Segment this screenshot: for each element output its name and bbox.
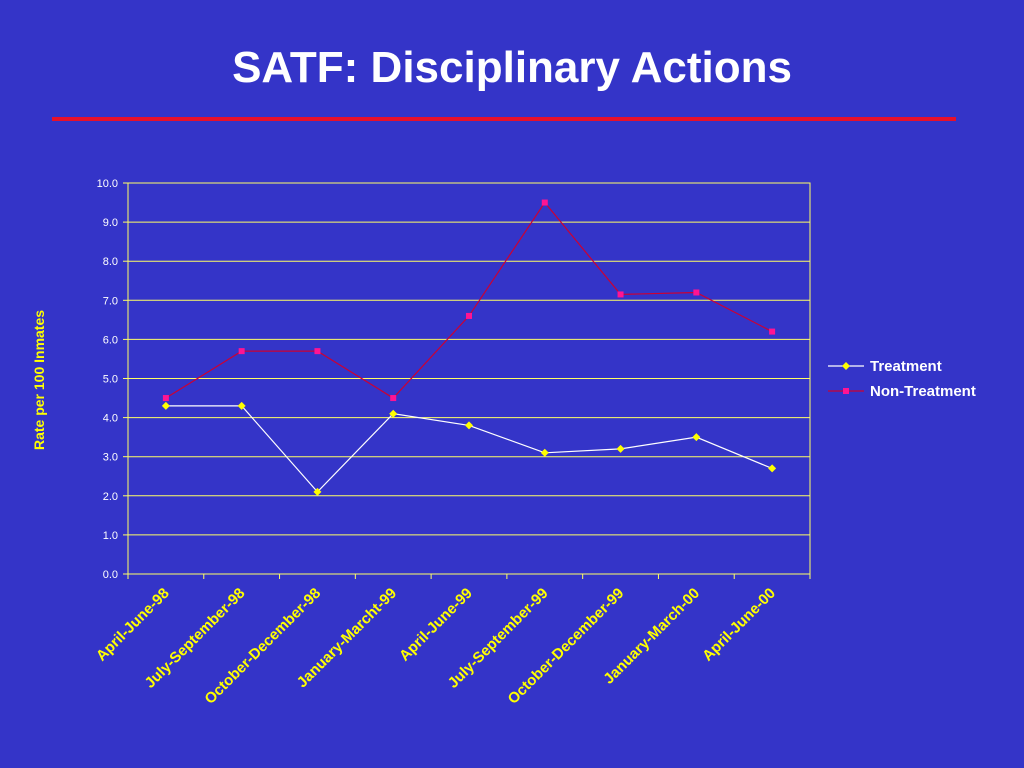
data-point-non-treatment [314, 348, 321, 355]
grid-lines [128, 182, 810, 575]
x-tick-label: April-June-98 [93, 585, 173, 665]
y-tick-label: 1.0 [103, 530, 118, 542]
data-point-non-treatment [162, 395, 169, 402]
x-tick-label: April-June-99 [396, 585, 476, 665]
legend-marker [842, 362, 850, 370]
series-line-treatment [165, 405, 773, 493]
title-divider [52, 117, 956, 121]
y-tick-label: 8.0 [103, 256, 118, 268]
y-tick-label: 9.0 [103, 217, 118, 229]
legend-item-non-treatment: Non-Treatment [828, 383, 976, 400]
y-tick-label: 10.0 [97, 178, 118, 190]
legend: Treatment Non-Treatment [828, 358, 976, 400]
y-tick-label: 7.0 [103, 295, 118, 307]
legend-label: Treatment [870, 358, 942, 375]
data-point-treatment [465, 421, 473, 430]
data-point-treatment [540, 448, 549, 457]
y-tick-label: 4.0 [103, 413, 118, 425]
data-point-non-treatment [693, 289, 700, 296]
y-axis-ticks: 0.0 1.0 2.0 3.0 4.0 5.0 6.0 7.0 8.0 9.0 10.0 [97, 178, 128, 581]
y-tick-label: 5.0 [103, 374, 118, 386]
series-treatment [161, 401, 777, 496]
legend-label: Non-Treatment [870, 383, 976, 400]
data-point-treatment [692, 433, 701, 442]
y-tick-label: 2.0 [103, 491, 118, 503]
x-tick-label: April-June-00 [699, 585, 779, 665]
y-axis-title: Rate per 100 Inmates [31, 310, 47, 450]
data-point-treatment [389, 409, 398, 418]
data-point-non-treatment [617, 291, 624, 298]
data-point-treatment [161, 401, 170, 410]
data-point-non-treatment [238, 348, 245, 355]
data-point-non-treatment [769, 328, 776, 335]
data-point-treatment [768, 464, 777, 473]
x-axis-ticks: April-June-98July-September-98October-De… [93, 574, 811, 708]
data-point-treatment [237, 401, 246, 410]
y-tick-label: 3.0 [103, 452, 118, 464]
data-point-non-treatment [466, 312, 472, 319]
legend-item-treatment: Treatment [828, 358, 942, 375]
y-tick-label: 0.0 [103, 569, 118, 581]
y-tick-label: 6.0 [103, 334, 118, 346]
data-point-treatment [616, 444, 625, 453]
legend-marker [843, 388, 849, 394]
slide-title: SATF: Disciplinary Actions [232, 43, 792, 92]
series-non-treatment [162, 199, 776, 402]
data-point-non-treatment [390, 395, 397, 402]
series-group [161, 199, 777, 496]
data-point-non-treatment [541, 199, 548, 206]
data-point-treatment [313, 487, 322, 496]
